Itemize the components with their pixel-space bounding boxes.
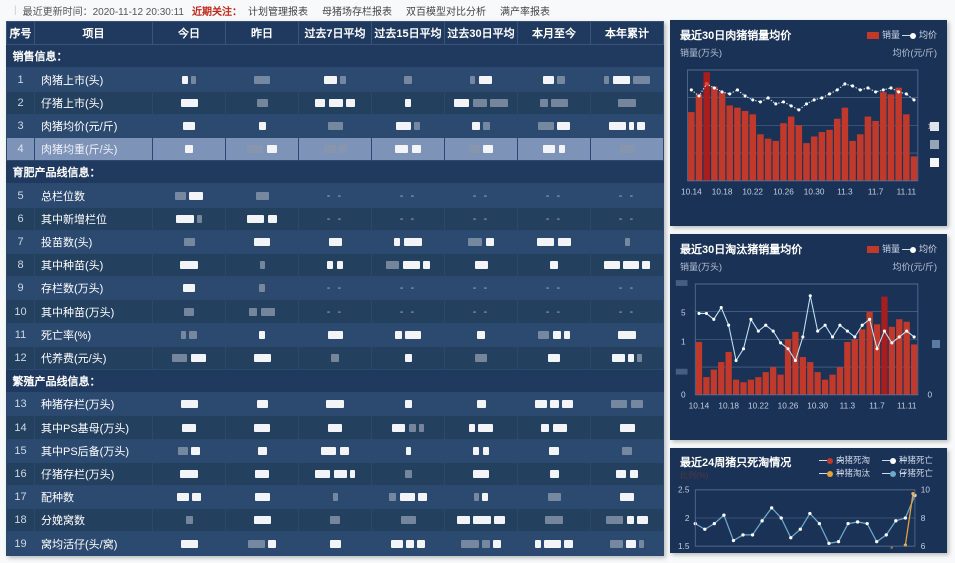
svg-text:10.30: 10.30 [804,187,825,196]
svg-text:10.26: 10.26 [773,187,794,196]
svg-text:11.7: 11.7 [868,187,884,196]
svg-text:11.11: 11.11 [897,401,917,410]
svg-text:0: 0 [928,391,933,400]
svg-text:10.22: 10.22 [742,187,763,196]
svg-text:1.5: 1.5 [678,542,690,551]
svg-text:8: 8 [921,514,926,523]
svg-text:10.14: 10.14 [689,401,710,410]
svg-text:11.3: 11.3 [837,187,853,196]
svg-text:11.7: 11.7 [869,401,885,410]
svg-text:5: 5 [681,309,686,318]
svg-text:11.11: 11.11 [897,187,917,196]
svg-text:6: 6 [921,542,926,551]
svg-text:2: 2 [685,514,690,523]
svg-text:1: 1 [928,121,932,130]
svg-text:11.3: 11.3 [840,401,856,410]
svg-text:10.14: 10.14 [681,187,702,196]
svg-text:10.18: 10.18 [718,401,739,410]
svg-text:10.30: 10.30 [807,401,828,410]
svg-text:10: 10 [921,486,931,495]
svg-text:10.22: 10.22 [748,401,769,410]
svg-text:2.5: 2.5 [678,486,690,495]
svg-text:10.18: 10.18 [712,187,733,196]
svg-text:10.26: 10.26 [778,401,799,410]
svg-text:1: 1 [681,338,686,347]
svg-text:0: 0 [681,391,686,400]
